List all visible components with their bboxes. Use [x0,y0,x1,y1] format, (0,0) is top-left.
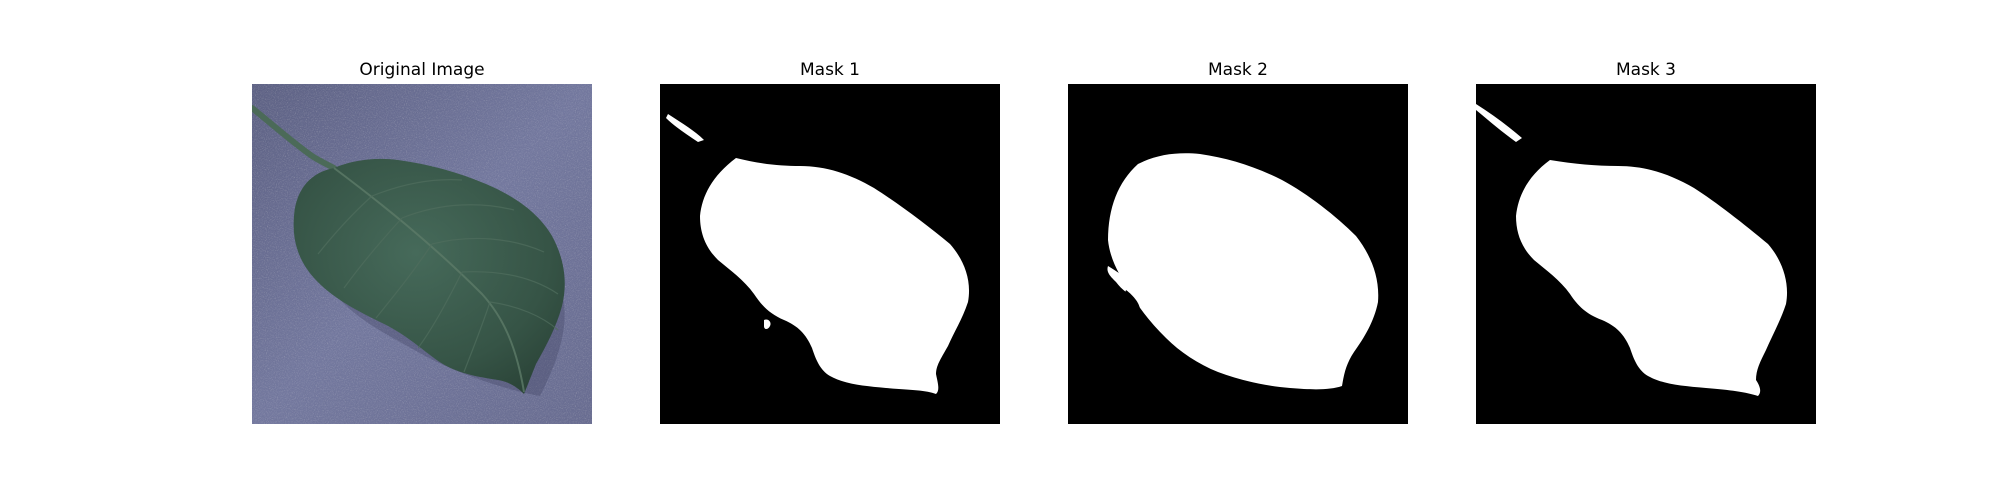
mask-3-image [1476,84,1816,424]
mask-2-image [1068,84,1408,424]
original-image [252,84,592,424]
panel-title-mask-3: Mask 3 [1615,60,1676,80]
panel-title-original: Original Image [359,60,485,80]
panel-title-mask-1: Mask 1 [799,60,860,80]
mask-1-image [660,84,1000,424]
leaf-shape [293,158,565,394]
panel-title-mask-2: Mask 2 [1207,60,1268,80]
